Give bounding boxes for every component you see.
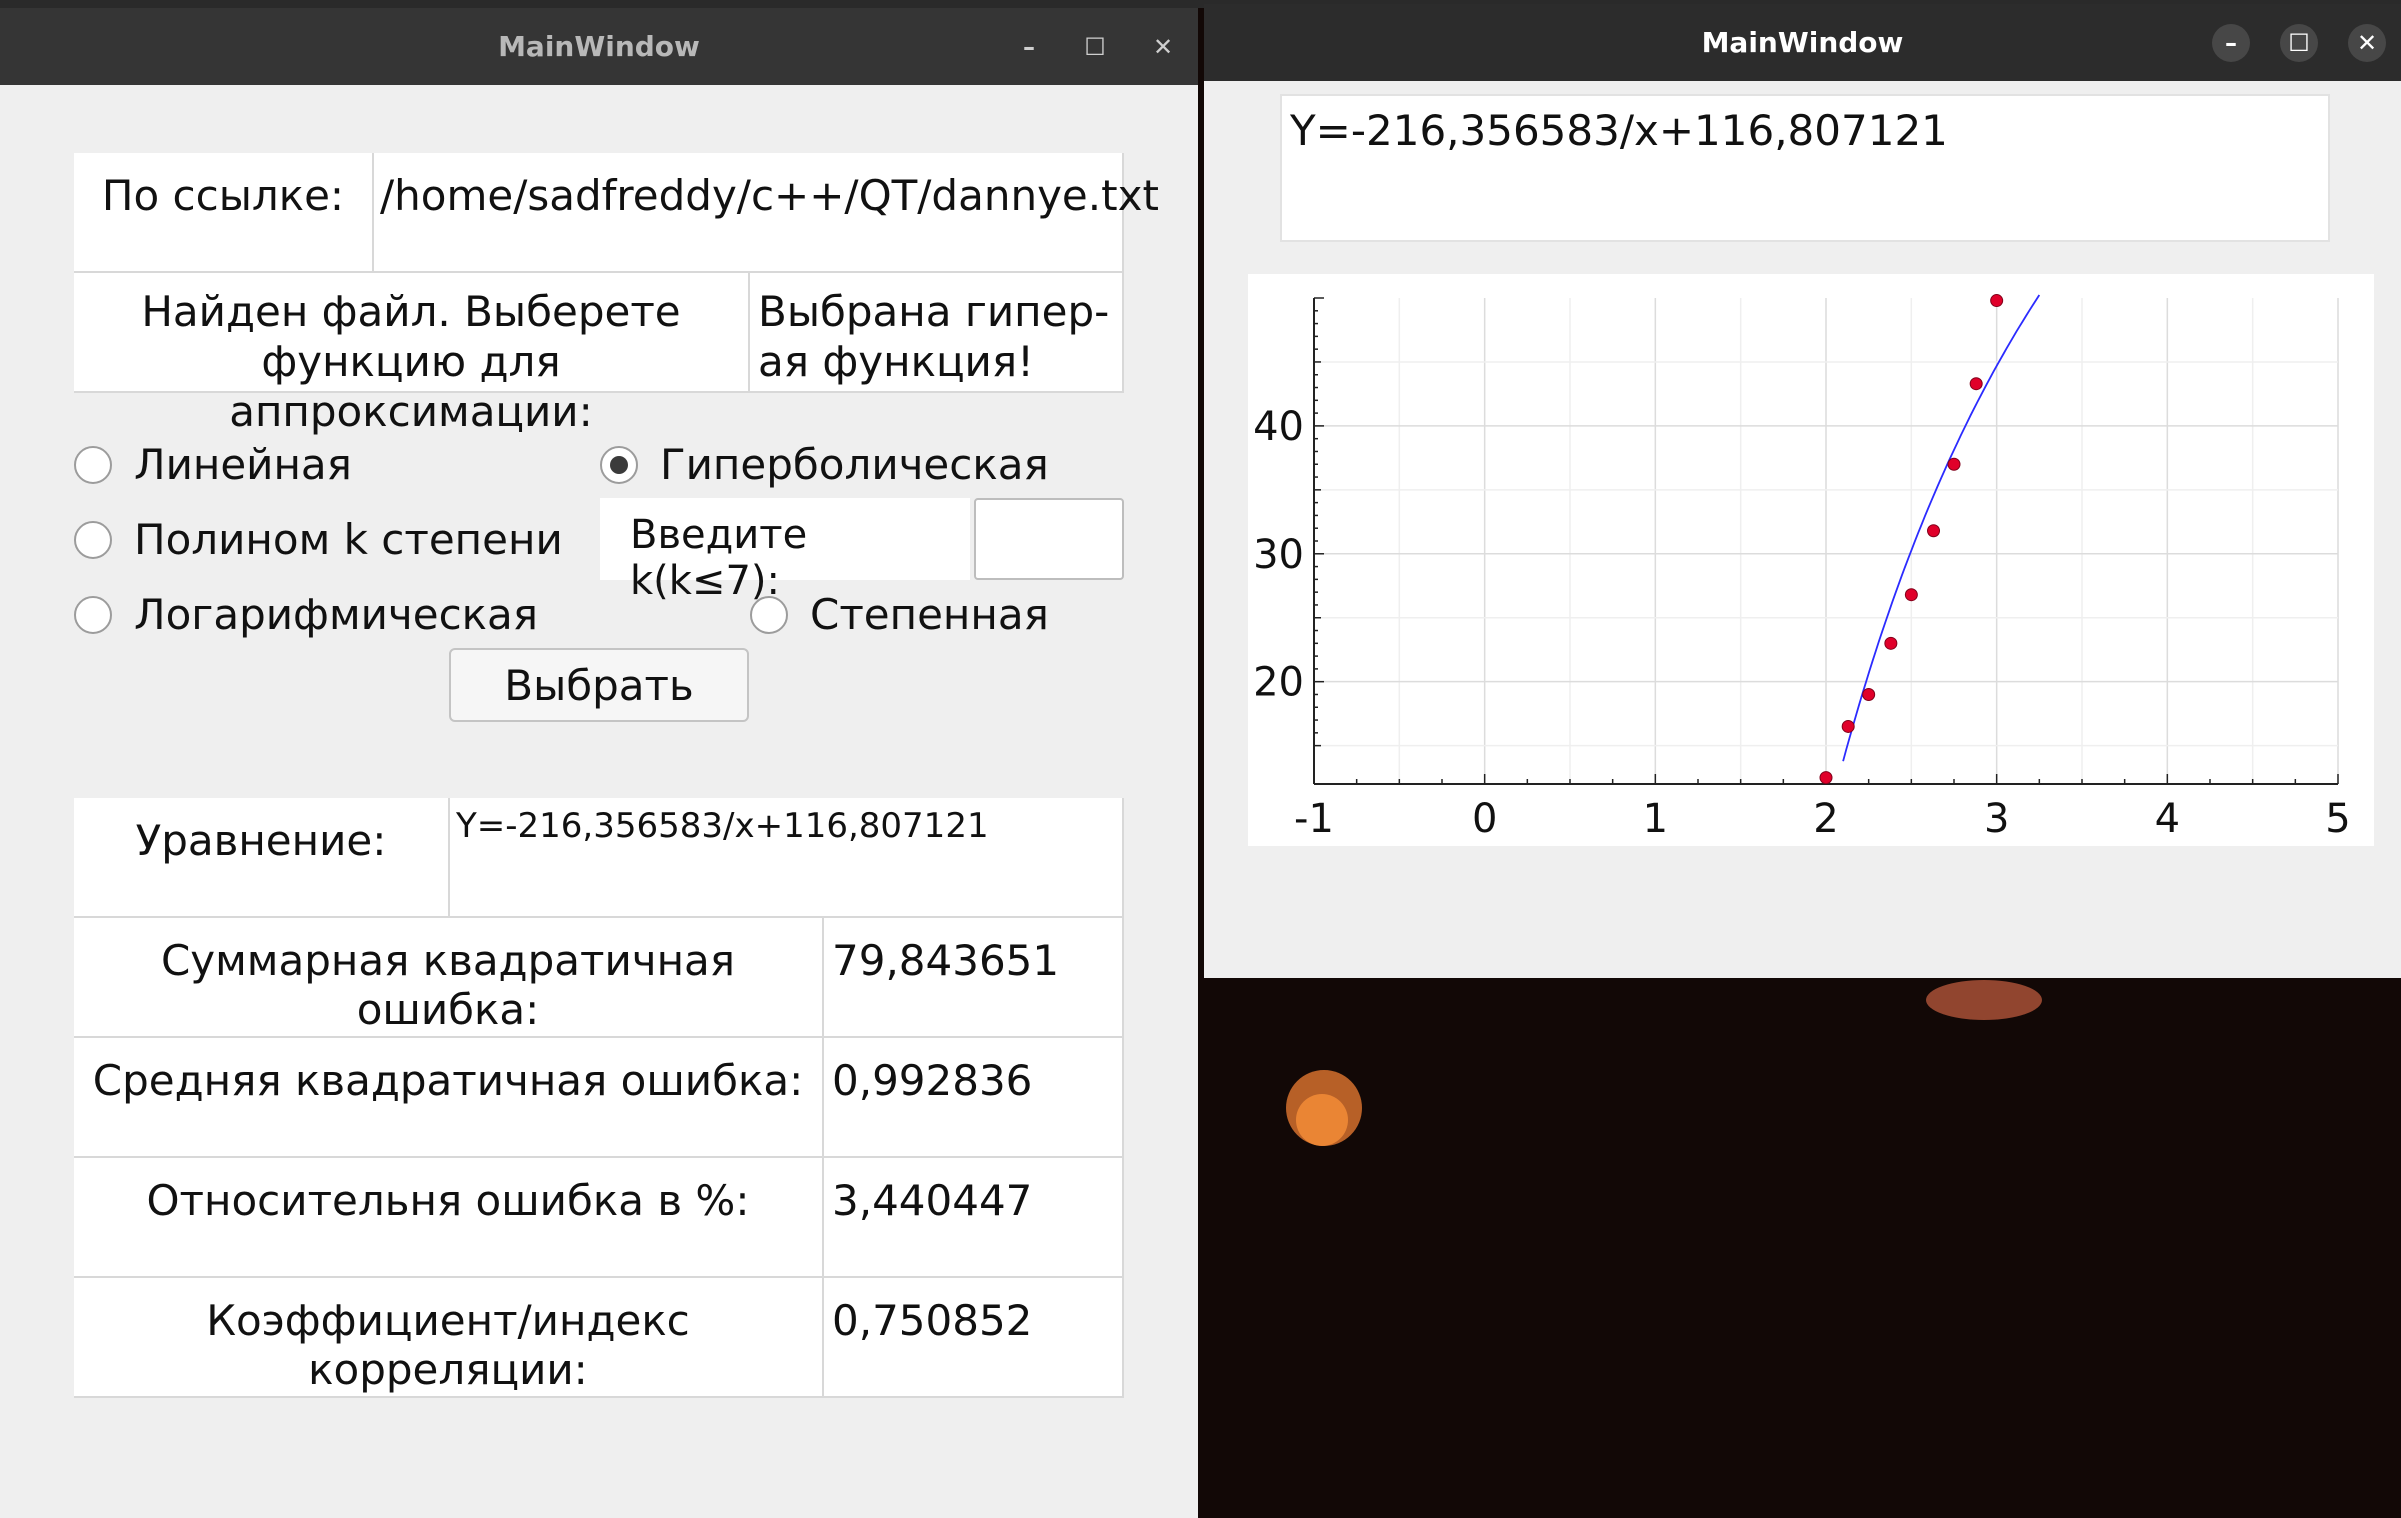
equation-value: Y=-216,356583/x+116,807121 (450, 798, 1124, 918)
radio-hyperbolic[interactable]: Гиперболическая (600, 440, 1049, 489)
x-tick-label: 3 (1984, 796, 2009, 842)
relative-error-label: Относительня ошибка в %: (74, 1158, 824, 1278)
radio-power[interactable]: Степенная (750, 590, 1049, 639)
minimize-icon[interactable]: – (2212, 24, 2250, 62)
select-button[interactable]: Выбрать (449, 648, 749, 722)
selected-function-label: Выбрана гипер-ая функция! (750, 273, 1124, 393)
data-point (1969, 377, 1983, 391)
radio-label: Степенная (810, 590, 1049, 639)
desktop-top-bar (0, 0, 2401, 8)
radio-label: Полином k степени (134, 515, 563, 564)
x-tick-label: 4 (2155, 796, 2180, 842)
total-sq-error-value: 79,843651 (824, 918, 1124, 1038)
right-window-title: MainWindow (1701, 26, 1904, 59)
close-icon[interactable]: ✕ (2348, 24, 2386, 62)
y-tick-label: 20 (1253, 660, 1304, 706)
left-titlebar[interactable]: MainWindow – ☐ ✕ (0, 8, 1198, 85)
correlation-label: Коэффициент/индекс корреляции: (74, 1278, 824, 1398)
left-main-window: MainWindow – ☐ ✕ По ссылке: /home/sadfre… (0, 8, 1198, 1518)
path-label: По ссылке: (74, 153, 374, 273)
left-window-title: MainWindow (498, 30, 700, 63)
k-input[interactable] (974, 498, 1124, 580)
data-point (1884, 636, 1898, 650)
data-point (1904, 588, 1918, 602)
x-tick-label: 5 (2325, 796, 2350, 842)
x-tick-label: -1 (1294, 796, 1334, 842)
data-point (1819, 771, 1833, 785)
y-tick-label: 30 (1253, 532, 1304, 578)
equation-display[interactable]: Y=-216,356583/x+116,807121 (1280, 94, 2330, 242)
right-titlebar[interactable]: MainWindow – ☐ ✕ (1204, 4, 2401, 81)
found-file-label: Найден файл. Выберете функцию для аппрок… (74, 273, 750, 436)
radio-polynomial[interactable]: Полином k степени (74, 515, 563, 564)
radio-circle[interactable] (74, 595, 112, 634)
data-point (1841, 719, 1855, 733)
plot-area: -1 0 1 2 3 4 5 20 30 40 (1248, 274, 2374, 846)
mean-sq-error-value: 0,992836 (824, 1038, 1124, 1158)
radio-logarithmic[interactable]: Логарифмическая (74, 590, 538, 639)
radio-circle[interactable] (74, 445, 112, 484)
equation-label: Уравнение: (74, 798, 450, 918)
x-tick-label: 2 (1813, 796, 1838, 842)
data-point (1947, 457, 1961, 471)
correlation-value: 0,750852 (824, 1278, 1124, 1398)
plot-series (1819, 294, 2041, 785)
minimize-icon[interactable]: – (1023, 33, 1035, 61)
k-label-box: Введите k(k≤7): (600, 498, 970, 604)
path-value: /home/sadfreddy/c++/QT/dannye.txt (374, 153, 1159, 273)
maximize-icon[interactable]: ☐ (2280, 24, 2318, 62)
desktop-wallpaper (1286, 980, 2042, 1146)
radio-circle[interactable] (74, 520, 112, 559)
x-tick-label: 1 (1643, 796, 1668, 842)
radio-linear[interactable]: Линейная (74, 440, 352, 489)
radio-label: Линейная (134, 440, 352, 489)
plot-tick-labels: -1 0 1 2 3 4 5 20 30 40 (1253, 404, 2351, 842)
radio-circle-checked[interactable] (600, 445, 638, 484)
maximize-icon[interactable]: ☐ (1084, 33, 1106, 61)
data-point (1862, 687, 1876, 701)
data-point (1927, 524, 1941, 538)
radio-label: Логарифмическая (134, 590, 539, 639)
plot-grid (1313, 298, 2339, 784)
x-tick-label: 0 (1472, 796, 1497, 842)
close-icon[interactable]: ✕ (1152, 33, 1174, 61)
plot-background (1248, 274, 2374, 846)
right-main-window: MainWindow – ☐ ✕ Y=-216,356583/x+116,807… (1204, 4, 2401, 978)
fit-curve (1842, 294, 2041, 762)
radio-label: Гиперболическая (660, 440, 1049, 489)
relative-error-value: 3,440447 (824, 1158, 1124, 1278)
mean-sq-error-label: Средняя квадратичная ошибка: (74, 1038, 824, 1158)
data-point (1990, 294, 2004, 308)
y-tick-label: 40 (1253, 404, 1304, 450)
total-sq-error-label: Суммарная квадратичная ошибка: (74, 918, 824, 1038)
radio-circle[interactable] (750, 595, 788, 634)
